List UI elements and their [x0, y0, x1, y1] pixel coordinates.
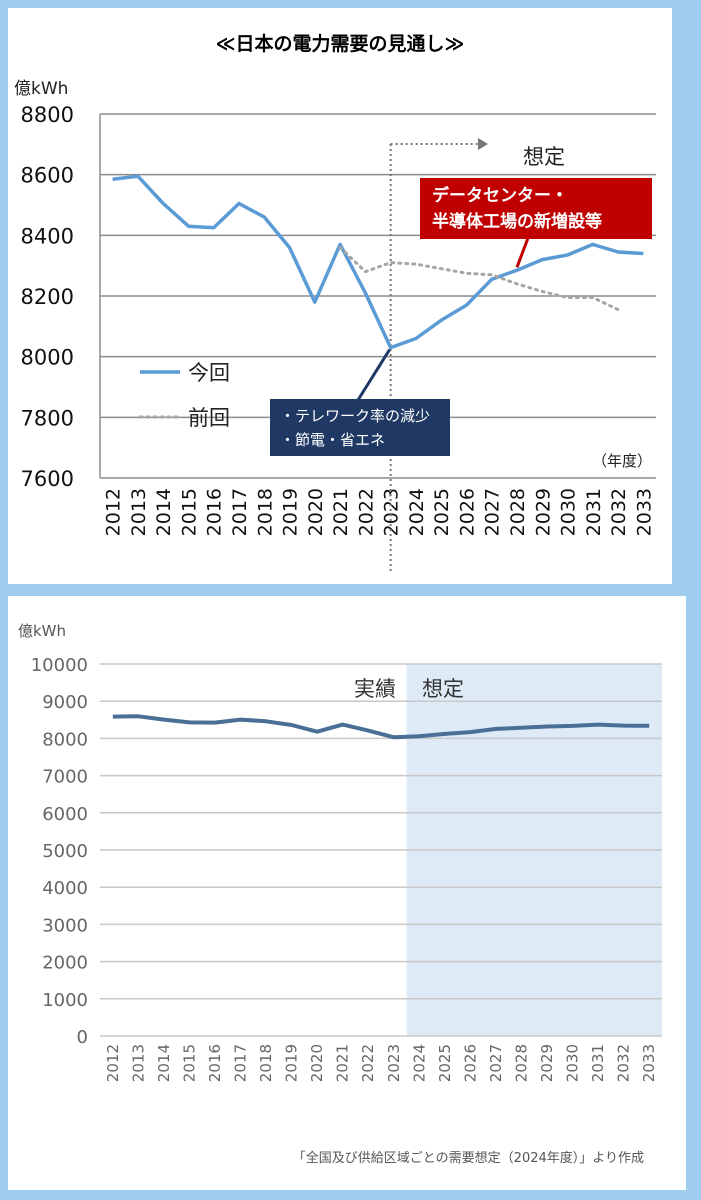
x-tick-label: 2018 [254, 488, 276, 536]
annotation-text: ・テレワーク率の減少 [280, 407, 430, 425]
x-tick-label: 2016 [206, 1044, 224, 1082]
series-line-demand [112, 714, 650, 740]
region-label-actual: 実績 [354, 677, 396, 701]
y-tick-label: 1000 [42, 990, 88, 1011]
x-tick-label: 2020 [308, 1044, 326, 1082]
y-tick-label: 3000 [42, 915, 88, 936]
source-note: 「全国及び供給区域ごとの需要想定（2024年度）」より作成 [293, 1150, 644, 1166]
x-tick-label: 2014 [153, 488, 175, 536]
x-tick-label: 2019 [283, 1044, 301, 1082]
legend-label: 今回 [188, 361, 230, 385]
annotation-box-datacenter [420, 178, 652, 239]
x-tick-label: 2016 [204, 488, 226, 536]
x-tick-label: 2015 [178, 488, 200, 536]
legend-label: 前回 [188, 406, 230, 430]
annotation-text: ・節電・省エネ [280, 431, 385, 449]
bottom-chart: 億kWh 0 1000 2000 3000 4000 5000 6000 7000 8000 900… [18, 622, 662, 1166]
region-label-forecast: 想定 [422, 677, 464, 701]
y-tick-label: 0 [77, 1027, 88, 1048]
x-tick-label: 2022 [355, 488, 377, 536]
y-tick-label: 9000 [42, 692, 88, 713]
annotation-text: データセンター・ [432, 185, 568, 206]
x-tick-label: 2025 [431, 488, 453, 536]
y-axis-unit-label: 億kWh [14, 79, 68, 99]
x-tick-label: 2020 [305, 488, 327, 536]
x-tick-label: 2017 [229, 488, 251, 536]
x-tick-label: 2029 [532, 488, 554, 536]
x-tick-label: 2023 [381, 488, 403, 536]
x-tick-label: 2031 [589, 1044, 607, 1082]
y-tick-label: 7000 [42, 767, 88, 788]
top-chart: ≪日本の電力需要の見通し≫ 億kWh 7600 7800 8000 8200 8400 860… [14, 32, 656, 574]
top-chart-panel: ≪日本の電力需要の見通し≫ 億kWh 7600 7800 8000 8200 8400 860… [8, 8, 672, 584]
y-tick-label: 6000 [42, 804, 88, 825]
x-tick-label: 2017 [232, 1044, 250, 1082]
y-tick-label: 8000 [42, 729, 88, 750]
series-line-current [112, 174, 644, 350]
x-tick-label: 2021 [334, 1044, 352, 1082]
y-tick-label: 4000 [42, 878, 88, 899]
forecast-arrow-head [478, 138, 488, 150]
y-tick-label: 7600 [21, 467, 74, 491]
forecast-label: 想定 [523, 145, 565, 169]
annotation-text: 半導体工場の新増設等 [432, 211, 602, 232]
x-tick-label: 2013 [129, 1044, 147, 1082]
y-tick-label: 8000 [21, 346, 74, 370]
x-tick-label: 2033 [633, 488, 655, 536]
y-tick-label: 8800 [21, 103, 74, 127]
x-tick-label: 2030 [564, 1044, 582, 1082]
y-tick-label: 8400 [21, 224, 74, 248]
x-tick-label: 2027 [482, 488, 504, 536]
x-tick-label: 2012 [103, 488, 125, 536]
annotation-leader-line [356, 348, 391, 401]
x-tick-label: 2030 [558, 488, 580, 536]
x-tick-label: 2026 [456, 488, 478, 536]
y-axis-unit-label: 億kWh [18, 622, 66, 640]
x-tick-label: 2029 [538, 1044, 556, 1082]
x-tick-label: 2032 [615, 1044, 633, 1082]
x-tick-label: 2019 [280, 488, 302, 536]
x-axis-unit-label: （年度） [592, 452, 652, 470]
y-tick-label: 8200 [21, 285, 74, 309]
y-tick-label: 5000 [42, 841, 88, 862]
y-tick-label: 7800 [21, 406, 74, 430]
x-tick-label: 2025 [436, 1044, 454, 1082]
x-tick-label: 2018 [257, 1044, 275, 1082]
chart-title: ≪日本の電力需要の見通し≫ [216, 32, 465, 55]
y-tick-label: 10000 [31, 655, 88, 676]
x-tick-label: 2023 [385, 1044, 403, 1082]
x-tick-label: 2024 [406, 488, 428, 536]
bottom-chart-panel: 億kWh 0 1000 2000 3000 4000 5000 6000 7000 8000 900… [8, 596, 686, 1190]
annotation-leader-line [515, 237, 530, 268]
x-tick-label: 2015 [180, 1044, 198, 1082]
x-tick-label: 2031 [583, 488, 605, 536]
x-tick-label: 2012 [104, 1044, 122, 1082]
x-tick-label: 2013 [128, 488, 150, 536]
x-tick-label: 2032 [608, 488, 630, 536]
x-tick-label: 2024 [410, 1044, 428, 1082]
x-tick-label: 2026 [461, 1044, 479, 1082]
x-tick-label: 2028 [507, 488, 529, 536]
x-tick-label: 2022 [359, 1044, 377, 1082]
x-tick-label: 2028 [513, 1044, 531, 1082]
x-tick-label: 2021 [330, 488, 352, 536]
x-tick-label: 2027 [487, 1044, 505, 1082]
y-tick-label: 8600 [21, 164, 74, 188]
y-tick-label: 2000 [42, 953, 88, 974]
series-line-previous [338, 246, 620, 312]
annotation-box-telework [270, 399, 450, 456]
x-tick-label: 2014 [155, 1044, 173, 1082]
x-tick-label: 2033 [640, 1044, 658, 1082]
